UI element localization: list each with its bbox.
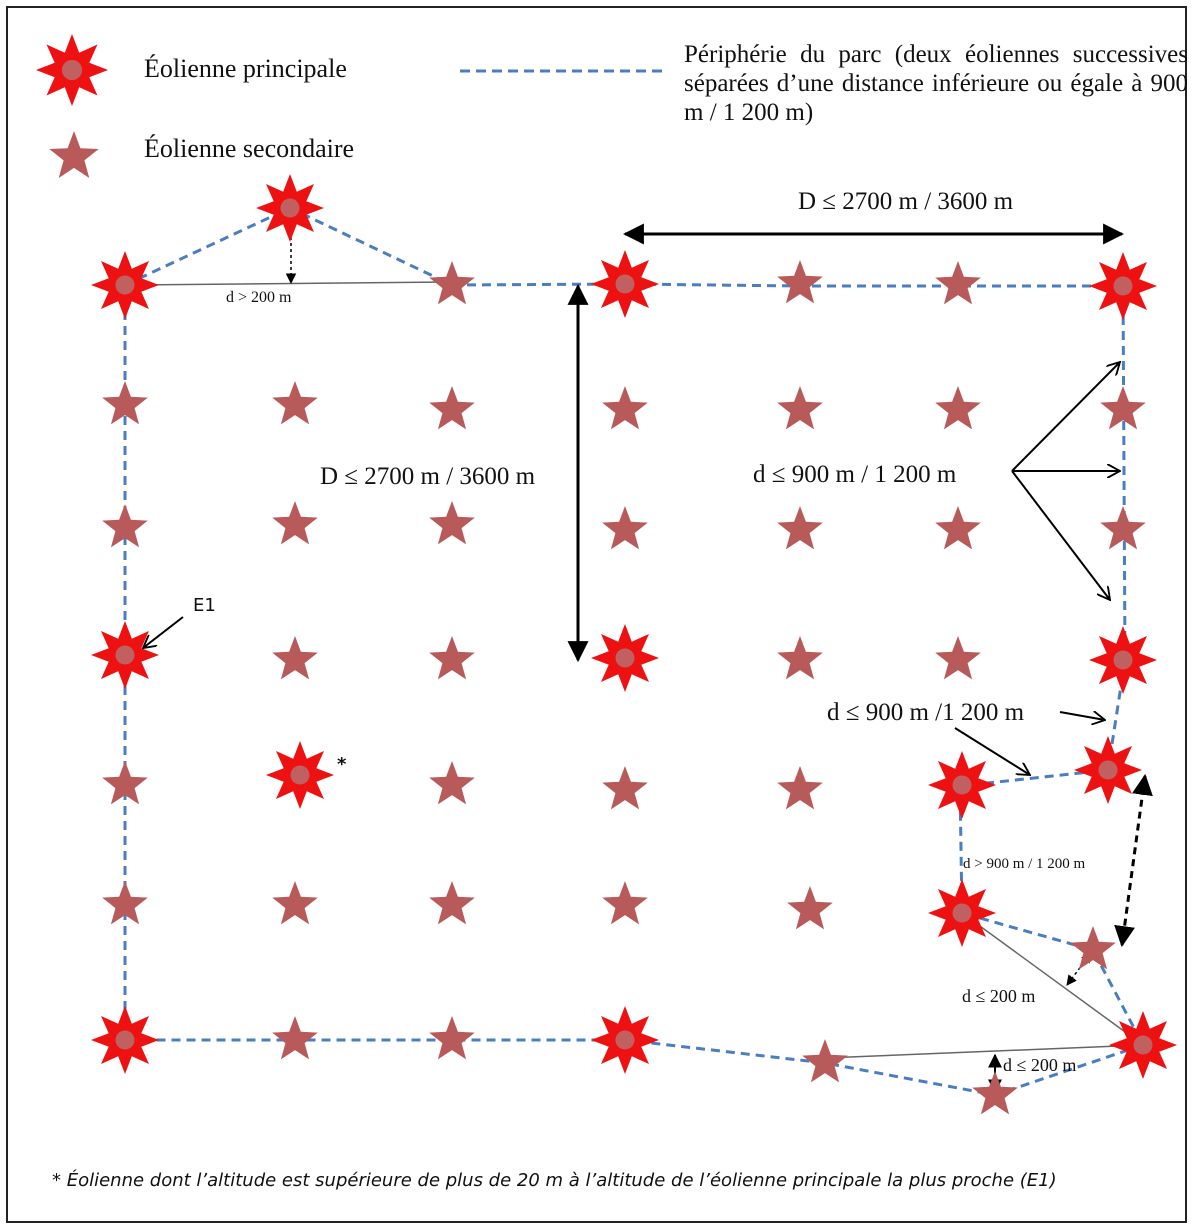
secondary-turbine-icon [429, 386, 475, 430]
main-turbine-icon-center [615, 1030, 635, 1050]
secondary-turbine-icon [429, 881, 475, 925]
main-turbine-icon-center [115, 275, 135, 295]
main-turbine-icon-center [1098, 760, 1118, 780]
secondary-turbine-icon [602, 506, 648, 550]
secondary-turbine-icon [102, 881, 148, 925]
main-turbine-icon-center [952, 903, 972, 923]
label-asterisk: * [337, 754, 347, 775]
legend-main-turbine-label: Éolienne principale [144, 54, 347, 83]
secondary-turbine-icon [429, 636, 475, 680]
label-d-gt-900: d > 900 m / 1 200 m [963, 856, 1086, 872]
secondary-turbine-icon [272, 501, 318, 545]
secondary-turbine-icon [935, 386, 981, 430]
reference-line-right-diagonal [961, 912, 1144, 1046]
arrow-d900-lower-a [1059, 712, 1105, 720]
legend-main-turbine-icon-center [61, 59, 83, 81]
secondary-turbine-icon [935, 506, 981, 550]
secondary-turbine-icon [602, 881, 648, 925]
secondary-turbine-icon [602, 766, 648, 810]
secondary-turbine-icon [935, 261, 981, 305]
main-turbine-icon-center [952, 775, 972, 795]
secondary-turbine-icon [429, 1016, 475, 1060]
reference-line-bottom [824, 1044, 1144, 1059]
legend-secondary-turbine-label: Éolienne secondaire [144, 134, 355, 163]
main-turbine-icon-center [1133, 1035, 1153, 1055]
secondary-turbine-icon [272, 1016, 318, 1060]
label-d-900-lower: d ≤ 900 m /1 200 m [827, 699, 1025, 726]
main-turbine-icon-center [1113, 276, 1133, 296]
main-turbine-icon-center [115, 1030, 135, 1050]
secondary-turbine-icon [1100, 506, 1146, 550]
secondary-turbine-icon [429, 761, 475, 805]
secondary-turbine-icon [272, 381, 318, 425]
secondary-turbine-icon [972, 1071, 1018, 1115]
label-d-900-right: d ≤ 900 m / 1 200 m [753, 461, 957, 488]
arrow-d900-down [1011, 470, 1110, 600]
main-turbine-icon-center [290, 765, 310, 785]
secondary-turbine-icon [935, 636, 981, 680]
secondary-turbine-icon [777, 386, 823, 430]
legend-secondary-turbine-icon [49, 131, 99, 178]
secondary-turbine-icon [272, 636, 318, 680]
secondary-turbine-icon [1070, 926, 1116, 970]
secondary-turbine-icon [429, 261, 475, 305]
secondary-turbine-icon [602, 386, 648, 430]
main-turbine-icon-center [280, 198, 300, 218]
main-turbine-icon-center [1113, 650, 1133, 670]
label-d-le-200-b: d ≤ 200 m [1003, 1055, 1076, 1075]
secondary-turbine-icon [102, 504, 148, 548]
secondary-turbine-icon [802, 1039, 848, 1083]
label-e1: E1 [193, 595, 216, 616]
footnote: * Éolienne dont l’altitude est supérieur… [52, 1170, 1057, 1191]
turbines [36, 34, 1177, 1115]
secondary-turbine-icon [777, 636, 823, 680]
label-d-gt-200: d > 200 m [226, 289, 292, 306]
secondary-turbine-icon [102, 381, 148, 425]
main-turbine-icon-center [615, 274, 635, 294]
label-D-middle: D ≤ 2700 m / 3600 m [320, 463, 536, 490]
reference-line-top-left [129, 281, 451, 286]
secondary-turbine-icon [102, 761, 148, 805]
arrow-e1 [143, 616, 184, 648]
diagram-labels: D ≤ 2700 m / 3600 m D ≤ 2700 m / 3600 m … [193, 188, 1086, 1075]
main-turbine-icon-center [115, 645, 135, 665]
arrow-d900-lower-b [954, 727, 1030, 775]
secondary-turbine-icon [777, 506, 823, 550]
secondary-turbine-icon [1100, 386, 1146, 430]
secondary-turbine-icon [429, 501, 475, 545]
main-turbine-icon-center [615, 648, 635, 668]
label-D-top: D ≤ 2700 m / 3600 m [798, 188, 1014, 215]
secondary-turbine-icon [777, 260, 823, 304]
label-d-le-200-a: d ≤ 200 m [962, 986, 1035, 1006]
secondary-turbine-icon [272, 881, 318, 925]
arrow-d-gt-900 [1114, 773, 1153, 948]
secondary-turbine-icon [777, 766, 823, 810]
diagram-frame [6, 6, 1187, 1223]
secondary-turbine-icon [787, 886, 833, 930]
arrow-d900-up [1011, 362, 1120, 472]
legend-perimeter-label: Périphérie du parc (deux éoliennes succe… [684, 41, 1188, 126]
